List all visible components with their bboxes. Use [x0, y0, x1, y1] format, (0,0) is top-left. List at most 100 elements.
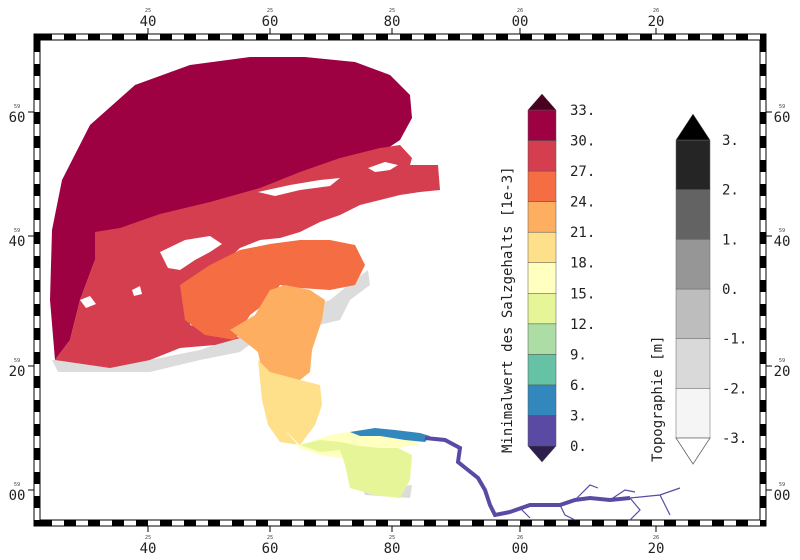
frame-segment-bottom [280, 520, 292, 526]
frame-segment-left [34, 304, 40, 316]
frame-segment-right [760, 424, 766, 436]
tick-degree-top: 26 [517, 8, 523, 14]
frame-segment-bottom [208, 520, 220, 526]
frame-segment-bottom [424, 520, 436, 526]
frame-segment-top [400, 34, 412, 40]
salinity-color-band [527, 201, 557, 233]
frame-segment-bottom [664, 520, 676, 526]
tick-degree-right: 59 [779, 104, 785, 110]
frame-segment-right [760, 448, 766, 460]
frame-segment-left [34, 136, 40, 148]
island-2 [258, 178, 340, 196]
frame-segment-top [136, 34, 148, 40]
topography-tick-label: 1. [722, 232, 739, 248]
frame-segment-bottom [352, 520, 364, 526]
river-branches [519, 484, 681, 521]
frame-segment-top [112, 34, 124, 40]
frame-segment-right [760, 328, 766, 340]
frame-segment-top [304, 34, 316, 40]
island-5 [80, 296, 96, 308]
topography-colorbar: -3. -2. -1. 0. 1. 2. 3. [675, 113, 747, 465]
salinity-tick-label: 18. [570, 256, 595, 272]
frame-segment-bottom [304, 520, 316, 526]
salinity-tick-label: 21. [570, 225, 595, 241]
frame-segment-bottom [64, 520, 76, 526]
frame-corner [760, 34, 766, 40]
topography-tick-label: -1. [722, 332, 747, 348]
topography-colorbar-title: Topographie [m] [650, 336, 666, 462]
frame-segment-right [760, 136, 766, 148]
tick-minute-right: 00 [774, 488, 791, 504]
frame-segment-bottom [568, 520, 580, 526]
island-4 [132, 286, 142, 296]
tick-minute-top: 60 [262, 14, 279, 30]
tick-minute-left: 40 [9, 234, 26, 250]
frame-segment-left [34, 352, 40, 364]
frame-segment-bottom [640, 520, 652, 526]
tick-minute-right: 20 [774, 364, 791, 380]
tick-minute-top: 80 [384, 14, 401, 30]
frame-segment-left [34, 232, 40, 244]
frame-segment-top [160, 34, 172, 40]
frame-segment-top [712, 34, 724, 40]
frame-segment-top [184, 34, 196, 40]
frame-corner [760, 520, 766, 526]
frame-segment-bottom [160, 520, 172, 526]
salinity-color-band [527, 109, 557, 141]
topography-color-band [675, 239, 711, 290]
frame-segment-bottom [496, 520, 508, 526]
region-estuary [300, 440, 412, 498]
frame-segment-right [760, 112, 766, 124]
frame-segment-bottom [616, 520, 628, 526]
frame-segment-right [760, 40, 766, 52]
salinity-color-band [527, 140, 557, 172]
topography-tick-label: -2. [722, 381, 747, 397]
frame-segment-top [256, 34, 268, 40]
frame-segment-top [496, 34, 508, 40]
tick-minute-bottom: 40 [140, 541, 157, 557]
frame-segment-bottom [520, 520, 532, 526]
frame-segment-top [376, 34, 388, 40]
tick-minute-top: 00 [512, 14, 529, 30]
salinity-color-band [527, 293, 557, 325]
frame-segment-top [688, 34, 700, 40]
island-1 [160, 236, 222, 270]
region-outer-bay [55, 145, 440, 368]
frame-segment-top [88, 34, 100, 40]
frame-segment-right [760, 232, 766, 244]
frame-segment-bottom [256, 520, 268, 526]
frame-corner [34, 520, 40, 526]
tick-degree-bottom: 25 [389, 535, 395, 541]
frame-segment-top [280, 34, 292, 40]
topography-color-band [675, 388, 711, 439]
salinity-tick-label: 24. [570, 195, 595, 211]
frame-segment-top [616, 34, 628, 40]
frame-segment-bottom [184, 520, 196, 526]
frame-segment-right [760, 88, 766, 100]
topography-tick-label: 2. [722, 183, 739, 199]
salinity-colorbar-title: Minimalwert des Salzgehalts [1e-3] [500, 166, 516, 453]
tick-minute-right: 60 [774, 110, 791, 126]
salinity-color-band [527, 170, 557, 202]
tick-degree-left: 59 [14, 104, 20, 110]
tick-minute-bottom: 80 [384, 541, 401, 557]
frame-segment-bottom [592, 520, 604, 526]
salinity-tick-label: 3. [570, 408, 587, 424]
frame-segment-top [568, 34, 580, 40]
topography-color-band [675, 189, 711, 240]
frame-segment-top [592, 34, 604, 40]
salinity-arrow-low [527, 445, 557, 463]
map-frame: 2540256025802600262025402560258026002620… [9, 8, 791, 557]
frame-segment-left [34, 40, 40, 52]
salinity-color-band [527, 415, 557, 447]
frame-segment-bottom [328, 520, 340, 526]
frame-segment-left [34, 328, 40, 340]
topography-color-band [675, 288, 711, 339]
frame-segment-bottom [736, 520, 748, 526]
salinity-color-band [527, 262, 557, 294]
frame-segment-left [34, 256, 40, 268]
frame-segment-bottom [544, 520, 556, 526]
frame-corner [34, 34, 40, 40]
tick-degree-top: 25 [145, 8, 151, 14]
frame-segment-bottom [232, 520, 244, 526]
